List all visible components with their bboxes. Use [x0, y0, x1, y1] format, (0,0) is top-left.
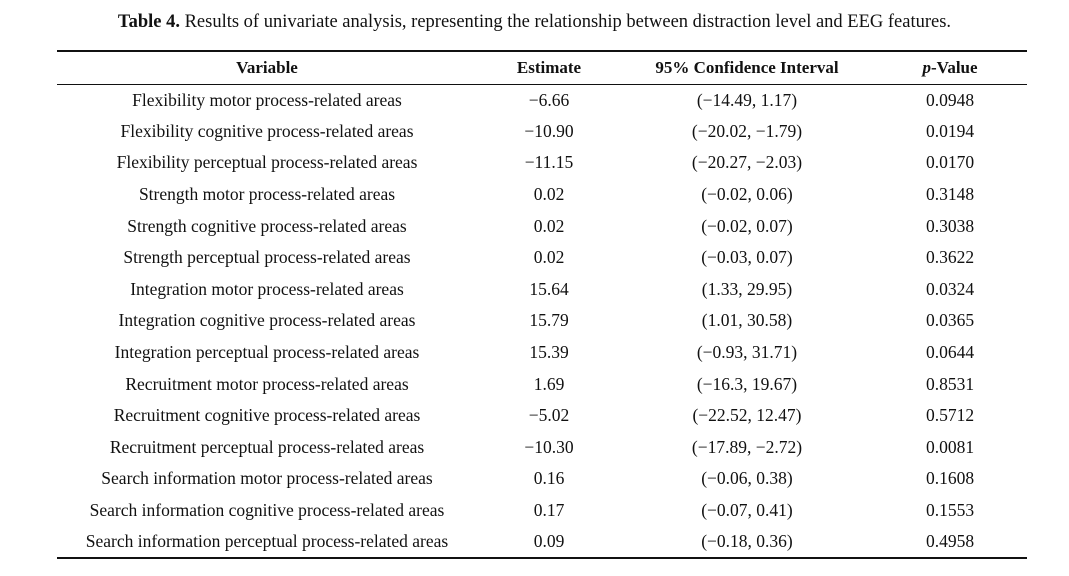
- cell-p-value: 0.3038: [925, 215, 975, 236]
- table-row: Search information motor process-related…: [57, 463, 1027, 495]
- table-body: Flexibility motor process-related areas −…: [57, 84, 1027, 559]
- cell-estimate: −10.90: [524, 120, 574, 141]
- cell-variable: Flexibility perceptual process-related a…: [116, 152, 418, 173]
- table-row: Flexibility cognitive process-related ar…: [57, 116, 1027, 148]
- cell-confidence-interval: (−0.93, 31.71): [696, 342, 798, 363]
- cell-confidence-interval: (−0.02, 0.07): [701, 215, 793, 236]
- cell-p-value: 0.5712: [925, 405, 975, 426]
- table-row: Strength perceptual process-related area…: [57, 242, 1027, 274]
- cell-variable: Recruitment perceptual process-related a…: [109, 436, 425, 457]
- cell-estimate: −6.66: [528, 89, 570, 110]
- table-header-row: Variable Estimate 95% Confidence Interva…: [57, 51, 1027, 85]
- cell-variable: Strength cognitive process-related areas: [127, 215, 407, 236]
- table-row: Recruitment cognitive process-related ar…: [57, 400, 1027, 432]
- cell-p-value: 0.0194: [925, 120, 975, 141]
- cell-variable: Integration cognitive process-related ar…: [118, 310, 416, 331]
- cell-variable: Recruitment cognitive process-related ar…: [113, 405, 421, 426]
- cell-p-value: 0.0644: [925, 342, 975, 363]
- cell-estimate: 0.02: [533, 247, 565, 268]
- cell-confidence-interval: (−16.3, 19.67): [696, 373, 798, 394]
- cell-confidence-interval: (−0.07, 0.41): [701, 500, 793, 521]
- cell-confidence-interval: (−0.03, 0.07): [701, 247, 793, 268]
- cell-confidence-interval: (−22.52, 12.47): [692, 405, 802, 426]
- cell-variable: Search information perceptual process-re…: [57, 526, 477, 559]
- header-confidence-interval: 95% Confidence Interval: [621, 51, 873, 85]
- cell-estimate: 15.79: [529, 310, 569, 331]
- cell-variable: Flexibility cognitive process-related ar…: [120, 120, 414, 141]
- cell-p-value: 0.0081: [925, 436, 975, 457]
- table-row: Integration perceptual process-related a…: [57, 337, 1027, 369]
- cell-variable: Search information cognitive process-rel…: [89, 500, 445, 521]
- results-table: Variable Estimate 95% Confidence Interva…: [57, 50, 1027, 559]
- table-row: Strength motor process-related areas 0.02…: [57, 179, 1027, 211]
- cell-estimate: 0.02: [533, 184, 565, 205]
- cell-p-value: 0.0365: [925, 310, 975, 331]
- cell-estimate: 0.17: [533, 500, 565, 521]
- cell-estimate: 15.39: [529, 342, 569, 363]
- cell-variable: Recruitment motor process-related areas: [125, 373, 409, 394]
- cell-variable: Strength perceptual process-related area…: [123, 247, 411, 268]
- cell-p-value: 0.0324: [925, 278, 975, 299]
- table-row: Integration cognitive process-related ar…: [57, 305, 1027, 337]
- table-caption: Table 4. Results of univariate analysis,…: [0, 12, 1069, 33]
- cell-variable: Strength motor process-related areas: [138, 184, 396, 205]
- cell-confidence-interval: (−17.89, −2.72): [691, 436, 803, 457]
- cell-confidence-interval: (−14.49, 1.17): [696, 89, 798, 110]
- cell-variable: Flexibility motor process-related areas: [132, 89, 402, 110]
- cell-estimate: 0.09: [477, 526, 621, 559]
- cell-variable: Integration perceptual process-related a…: [114, 342, 420, 363]
- cell-estimate: 15.64: [529, 278, 569, 299]
- table-caption-label: Table 4.: [117, 12, 180, 32]
- header-p-suffix: -Value: [930, 57, 978, 77]
- table-row: Flexibility perceptual process-related a…: [57, 147, 1027, 179]
- cell-variable: Search information motor process-related…: [101, 468, 433, 489]
- cell-confidence-interval: (1.33, 29.95): [701, 278, 793, 299]
- cell-estimate: −5.02: [528, 405, 570, 426]
- cell-confidence-interval: (−0.06, 0.38): [701, 468, 793, 489]
- table-row: Search information perceptual process-re…: [57, 526, 1027, 559]
- cell-confidence-interval: (−0.02, 0.06): [701, 184, 793, 205]
- cell-confidence-interval: (−20.27, −2.03): [691, 152, 803, 173]
- cell-p-value: 0.0170: [925, 152, 975, 173]
- table-row: Strength cognitive process-related areas…: [57, 210, 1027, 242]
- cell-variable: Integration motor process-related areas: [130, 278, 404, 299]
- cell-p-value: 0.3148: [925, 184, 975, 205]
- table-row: Flexibility motor process-related areas −…: [57, 84, 1027, 116]
- cell-estimate: −10.30: [524, 436, 574, 457]
- header-variable: Variable: [57, 51, 477, 85]
- cell-estimate: 0.16: [533, 468, 565, 489]
- cell-confidence-interval: (−20.02, −1.79): [691, 120, 803, 141]
- table-row: Recruitment perceptual process-related a…: [57, 432, 1027, 464]
- cell-confidence-interval: (1.01, 30.58): [701, 310, 793, 331]
- cell-p-value: 0.1553: [925, 500, 975, 521]
- cell-p-value: 0.1608: [925, 468, 975, 489]
- header-p-letter: p: [922, 57, 931, 77]
- table-row: Search information cognitive process-rel…: [57, 495, 1027, 527]
- table-row: Recruitment motor process-related areas 1…: [57, 368, 1027, 400]
- cell-estimate: 1.69: [533, 373, 565, 394]
- cell-p-value: 0.0948: [925, 89, 975, 110]
- cell-estimate: −11.15: [524, 152, 574, 173]
- cell-p-value: 0.4958: [873, 526, 1027, 559]
- cell-p-value: 0.3622: [925, 247, 975, 268]
- cell-p-value: 0.8531: [925, 373, 975, 394]
- cell-confidence-interval: (−0.18, 0.36): [621, 526, 873, 559]
- header-estimate: Estimate: [477, 51, 621, 85]
- cell-estimate: 0.02: [533, 215, 565, 236]
- header-p-value: p-Value: [873, 51, 1027, 85]
- table-row: Integration motor process-related areas 1…: [57, 274, 1027, 306]
- results-table-container: Variable Estimate 95% Confidence Interva…: [57, 50, 1027, 559]
- table-caption-text: Results of univariate analysis, represen…: [179, 12, 952, 32]
